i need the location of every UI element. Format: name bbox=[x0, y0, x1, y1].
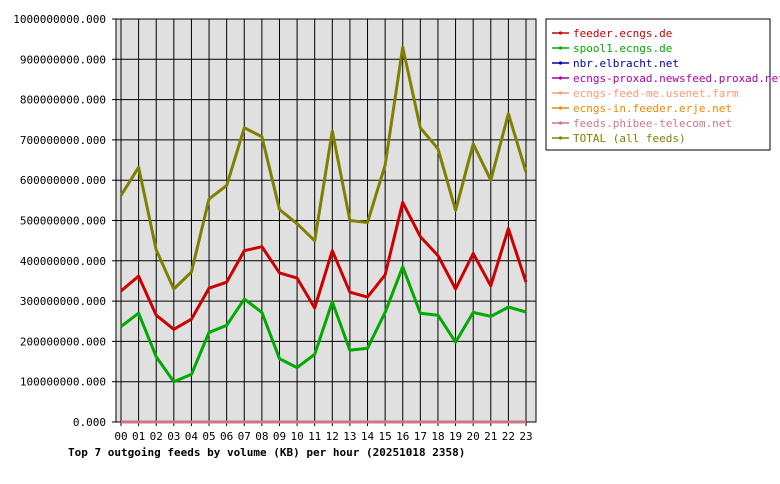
y-tick-label: 800000000.000 bbox=[20, 94, 106, 107]
x-tick-label: 01 bbox=[132, 430, 145, 443]
x-tick-label: 03 bbox=[167, 430, 180, 443]
x-tick-label: 11 bbox=[308, 430, 321, 443]
x-tick-label: 16 bbox=[396, 430, 409, 443]
legend-label: TOTAL (all feeds) bbox=[573, 132, 686, 145]
legend-label: nbr.elbracht.net bbox=[573, 57, 679, 70]
x-tick-label: 08 bbox=[255, 430, 268, 443]
x-tick-label: 18 bbox=[431, 430, 444, 443]
y-tick-label: 1000000000.000 bbox=[13, 13, 106, 26]
legend-label: spool1.ecngs.de bbox=[573, 42, 672, 55]
legend-swatch-marker bbox=[558, 31, 563, 35]
legend-label: feeds.phibee-telecom.net bbox=[573, 117, 732, 130]
y-tick-label: 700000000.000 bbox=[20, 134, 106, 147]
y-tick-label: 200000000.000 bbox=[20, 335, 106, 348]
x-tick-label: 19 bbox=[449, 430, 462, 443]
legend-label: feeder.ecngs.de bbox=[573, 27, 672, 40]
x-tick-label: 07 bbox=[238, 430, 251, 443]
y-tick-label: 900000000.000 bbox=[20, 53, 106, 66]
legend-label: ecngs-feed-me.usenet.farm bbox=[573, 87, 739, 100]
legend-label: ecngs-proxad.newsfeed.proxad.net bbox=[573, 72, 780, 85]
y-tick-label: 0.000 bbox=[73, 416, 106, 429]
x-tick-label: 04 bbox=[185, 430, 199, 443]
legend-swatch-marker bbox=[558, 61, 563, 65]
x-tick-label: 09 bbox=[273, 430, 286, 443]
x-tick-label: 12 bbox=[326, 430, 339, 443]
x-tick-label: 05 bbox=[202, 430, 215, 443]
y-tick-label: 100000000.000 bbox=[20, 376, 106, 389]
x-tick-label: 06 bbox=[220, 430, 233, 443]
series-line-feeder-ecngs-de bbox=[120, 200, 528, 331]
series-lines bbox=[119, 45, 528, 424]
legend-swatch-marker bbox=[558, 121, 563, 125]
x-tick-label: 10 bbox=[290, 430, 303, 443]
y-tick-label: 400000000.000 bbox=[20, 255, 106, 268]
legend-label: ecngs-in.feeder.erje.net bbox=[573, 102, 732, 115]
x-axis-ticks: 00 01 02 03 04 05 06 07 08 09 10 11 12 13 14 15 16 17 18 19… bbox=[114, 422, 533, 443]
x-tick-label: 02 bbox=[150, 430, 163, 443]
chart-title: Top 7 outgoing feeds by volume (KB) per … bbox=[68, 446, 465, 459]
y-tick-label: 500000000.000 bbox=[20, 215, 106, 228]
x-tick-label: 20 bbox=[467, 430, 480, 443]
y-tick-label: 300000000.000 bbox=[20, 295, 106, 308]
x-tick-label: 00 bbox=[114, 430, 127, 443]
legend: feeder.ecngs.de spool1.ecngs.de nbr.elbrac… bbox=[545, 18, 780, 151]
y-axis-ticks: 0.000 100000000.000 200000000.000 300000000… bbox=[13, 13, 116, 429]
legend-swatch-marker bbox=[558, 106, 563, 110]
x-tick-label: 17 bbox=[414, 430, 427, 443]
series-line-spool1-ecngs-de bbox=[120, 265, 527, 384]
x-tick-label: 23 bbox=[519, 430, 532, 443]
series-line-total-all-feeds- bbox=[119, 45, 528, 291]
x-tick-label: 15 bbox=[379, 430, 392, 443]
legend-swatch-marker bbox=[558, 91, 563, 95]
legend-swatch-marker bbox=[558, 76, 563, 80]
legend-swatch-marker bbox=[558, 136, 563, 140]
x-tick-label: 14 bbox=[361, 430, 375, 443]
x-tick-label: 21 bbox=[484, 430, 497, 443]
x-tick-label: 22 bbox=[502, 430, 515, 443]
x-tick-label: 13 bbox=[343, 430, 356, 443]
y-tick-label: 600000000.000 bbox=[20, 174, 106, 187]
legend-box bbox=[545, 18, 771, 151]
legend-swatch-marker bbox=[558, 46, 563, 50]
